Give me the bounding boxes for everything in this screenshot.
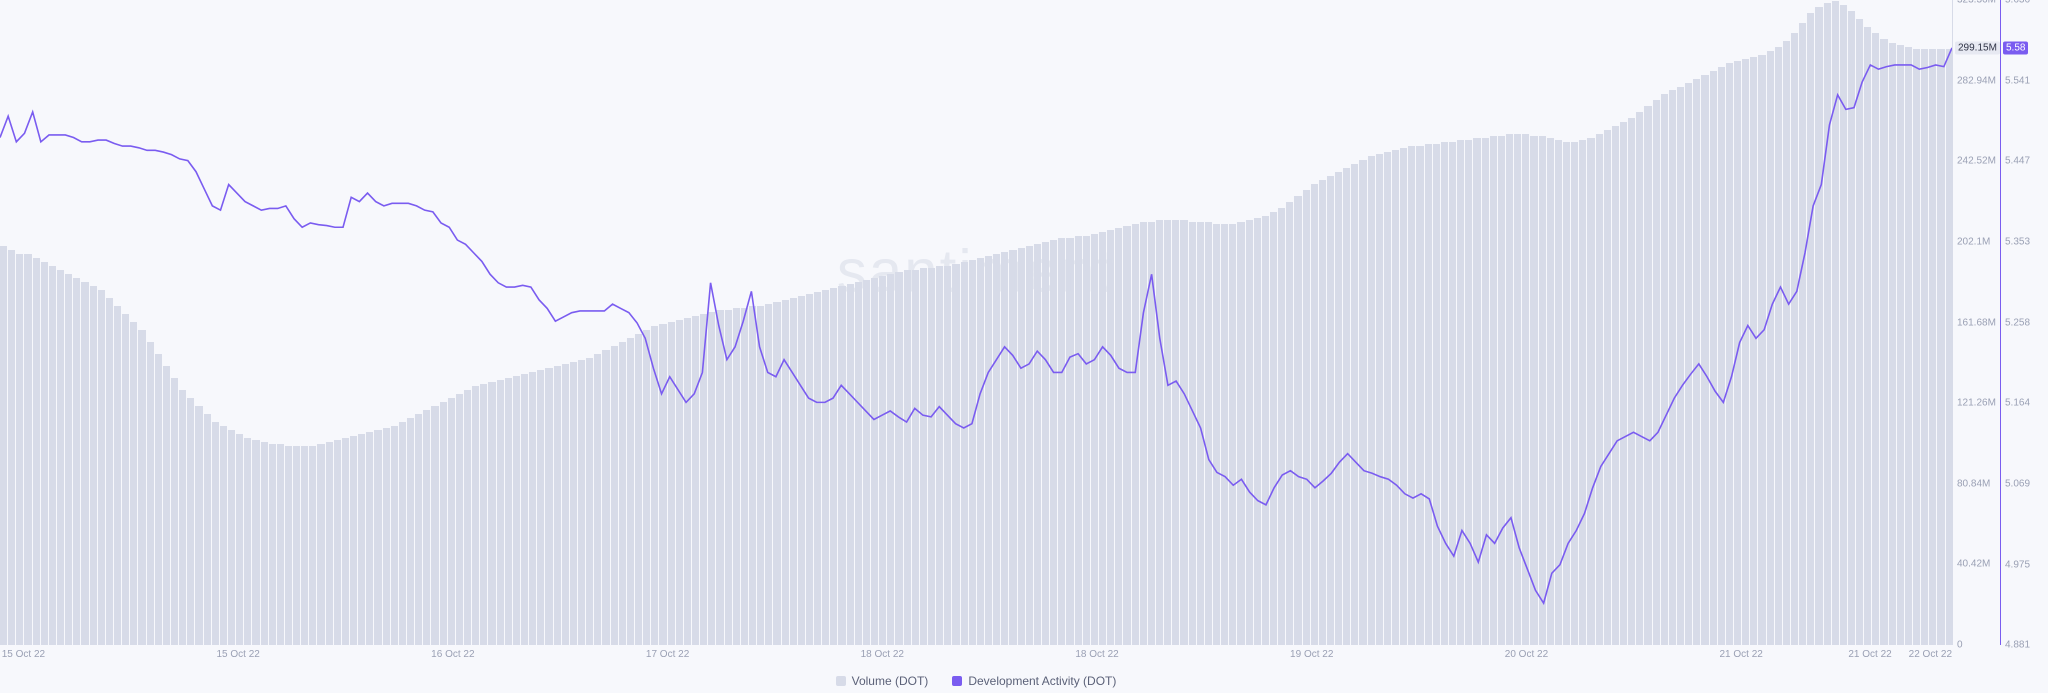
chart-root: santiment 323.36M282.94M242.52M202.1M161… xyxy=(0,0,2048,693)
plot-area[interactable]: santiment xyxy=(0,0,1952,645)
legend-item-volume[interactable]: Volume (DOT) xyxy=(836,674,929,688)
legend-swatch-price xyxy=(952,676,962,686)
current-price-badge: 5.58 xyxy=(2003,41,2028,54)
legend-item-price[interactable]: Development Activity (DOT) xyxy=(952,674,1116,688)
y-axis-volume: 323.36M282.94M242.52M202.1M161.68M121.26… xyxy=(1952,0,2000,645)
legend-label-volume: Volume (DOT) xyxy=(852,674,929,688)
legend: Volume (DOT) Development Activity (DOT) xyxy=(0,669,1952,693)
legend-swatch-volume xyxy=(836,676,846,686)
price-line xyxy=(0,0,1952,645)
x-axis: 15 Oct 2215 Oct 2216 Oct 2217 Oct 2218 O… xyxy=(0,645,1952,669)
current-volume-badge: 299.15M xyxy=(1955,42,2000,55)
legend-label-price: Development Activity (DOT) xyxy=(968,674,1116,688)
right-axes: 323.36M282.94M242.52M202.1M161.68M121.26… xyxy=(1952,0,2048,645)
y-axis-price: 5.6365.5415.4475.3535.2585.1645.0694.975… xyxy=(2000,0,2048,645)
